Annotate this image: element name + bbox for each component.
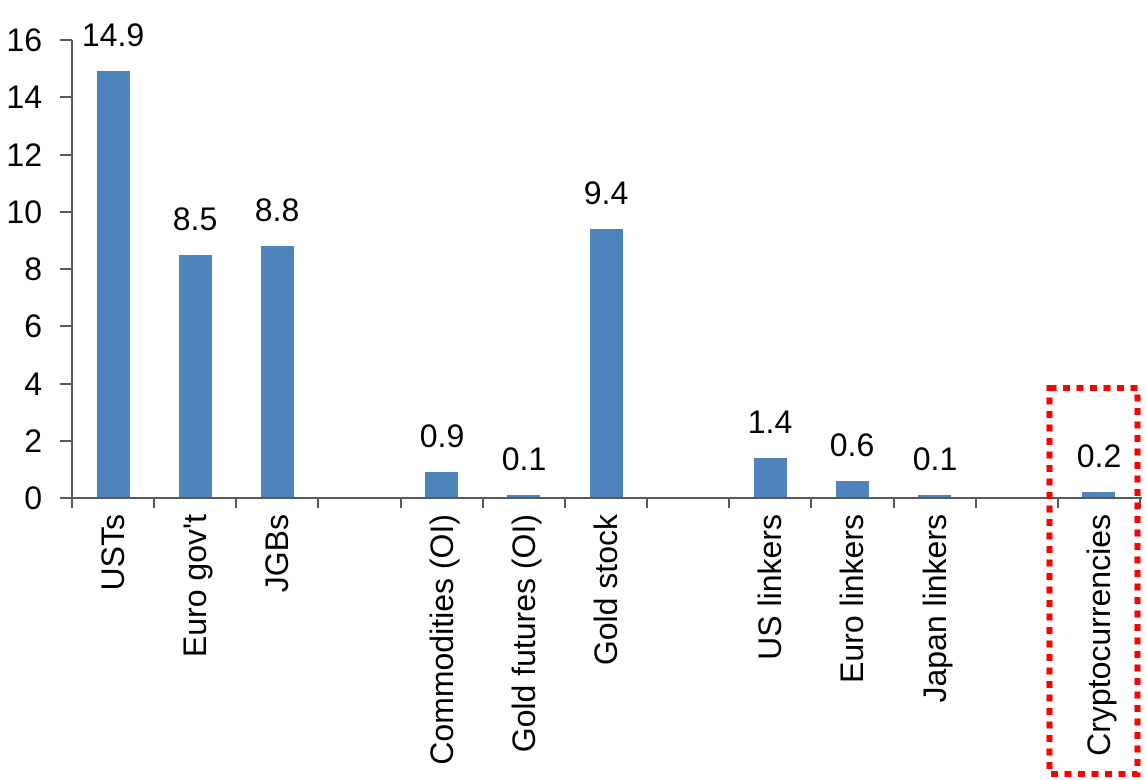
x-tick	[893, 498, 895, 508]
data-label-gold-stock: 9.4	[583, 175, 629, 211]
y-axis	[71, 40, 73, 499]
category-label-text: US linkers	[752, 514, 788, 660]
x-tick	[235, 498, 237, 508]
data-label-commodities-oi: 0.9	[419, 418, 465, 454]
y-axis-tick-label: 16	[6, 22, 42, 58]
y-axis-tick-label: 10	[6, 194, 42, 230]
bar-japan-linkers	[918, 495, 951, 498]
bar-commodities-oi	[425, 472, 458, 498]
y-axis-tick-label: 0	[24, 480, 42, 516]
x-tick	[71, 498, 73, 508]
data-label-us-linkers: 1.4	[747, 404, 793, 440]
bar-gold-stock	[590, 229, 623, 498]
data-label-usts: 14.9	[81, 17, 145, 53]
data-label-euro-linkers: 0.6	[829, 427, 875, 463]
y-axis-tick-label: 6	[24, 308, 42, 344]
y-tick	[60, 39, 72, 41]
data-label-gold-futures-oi: 0.1	[501, 441, 547, 477]
bar-jgbs	[261, 246, 294, 498]
y-tick	[60, 325, 72, 327]
y-axis-tick-label: 4	[24, 366, 42, 402]
y-tick	[60, 497, 72, 499]
highlight-box-border	[1046, 385, 1141, 777]
x-tick	[1057, 498, 1059, 508]
y-tick	[60, 268, 72, 270]
y-tick	[60, 440, 72, 442]
category-label-text: Commodities (OI)	[424, 514, 460, 765]
x-tick	[317, 498, 319, 508]
data-label-japan-linkers: 0.1	[912, 441, 958, 477]
category-label-text: Gold stock	[588, 514, 624, 666]
x-tick	[646, 498, 648, 508]
x-tick	[810, 498, 812, 508]
data-label-euro-gov-t: 8.5	[172, 201, 218, 237]
x-tick	[400, 498, 402, 508]
data-label-cryptocurrencies: 0.2	[1076, 438, 1122, 474]
x-tick	[153, 498, 155, 508]
category-label-text: Gold futures (OI)	[506, 514, 542, 753]
category-label-text: JGBs	[259, 514, 295, 593]
data-label-jgbs: 8.8	[254, 192, 300, 228]
y-tick	[60, 154, 72, 156]
x-tick	[975, 498, 977, 508]
x-tick	[482, 498, 484, 508]
y-tick	[60, 211, 72, 213]
y-tick	[60, 383, 72, 385]
bar-euro-gov-t	[179, 255, 212, 498]
category-label-text: Japan linkers	[917, 514, 953, 703]
bar-gold-futures-oi	[507, 495, 540, 498]
bar-us-linkers	[754, 458, 787, 498]
x-tick	[728, 498, 730, 508]
x-tick	[564, 498, 566, 508]
category-label-text: Euro gov't	[177, 514, 213, 658]
bar-cryptocurrencies	[1082, 492, 1115, 498]
y-axis-tick-label: 2	[24, 423, 42, 459]
y-tick	[60, 96, 72, 98]
category-label-text: Euro linkers	[834, 514, 870, 683]
bar-usts	[97, 71, 130, 498]
category-label-text: USTs	[95, 514, 131, 591]
x-axis	[60, 497, 1142, 499]
y-axis-tick-label: 8	[24, 251, 42, 287]
bar-euro-linkers	[836, 481, 869, 498]
highlight-box	[1046, 385, 1141, 777]
y-axis-tick-label: 12	[6, 137, 42, 173]
y-axis-tick-label: 14	[6, 79, 42, 115]
